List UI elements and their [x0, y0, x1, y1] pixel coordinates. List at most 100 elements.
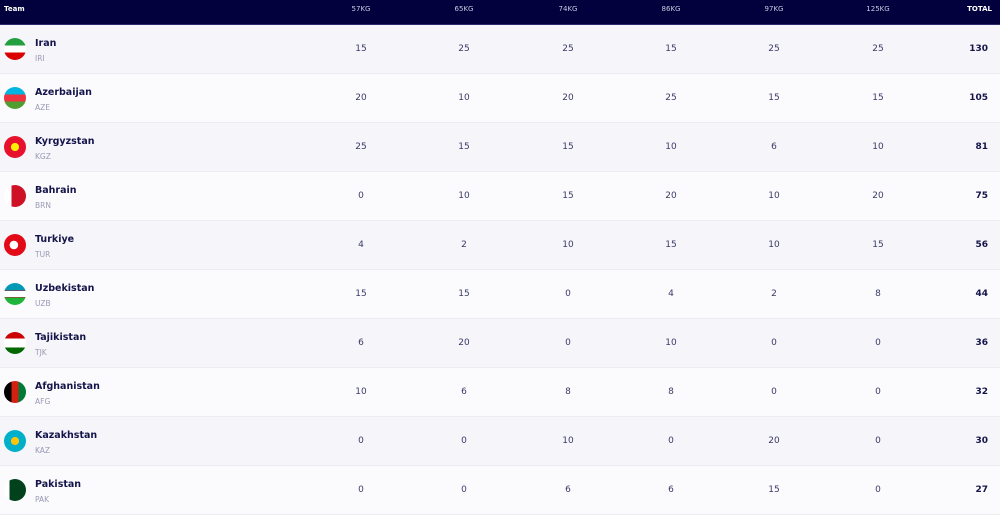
flag-icon [4, 430, 26, 452]
total-points: 75 [975, 191, 988, 201]
weight-points: 2 [461, 240, 467, 250]
weight-points: 10 [768, 191, 780, 201]
weight-points: 8 [565, 387, 571, 397]
weight-points: 20 [355, 93, 367, 103]
weight-points: 20 [768, 436, 780, 446]
total-points: 81 [975, 142, 988, 152]
weight-points: 6 [565, 485, 571, 495]
team-code: TJK [35, 348, 47, 357]
team-name[interactable]: Turkiye [35, 234, 75, 245]
weight-points: 0 [358, 436, 364, 446]
weight-points: 8 [875, 289, 881, 299]
total-points: 27 [975, 485, 988, 495]
flag-icon [4, 136, 26, 158]
weight-points: 0 [771, 338, 777, 348]
weight-points: 25 [665, 93, 677, 103]
weight-points: 6 [771, 142, 777, 152]
flag-icon [4, 332, 26, 354]
weight-points: 10 [458, 93, 470, 103]
weight-points: 10 [665, 142, 677, 152]
weight-points: 0 [668, 436, 674, 446]
weight-points: 15 [872, 240, 884, 250]
team-name[interactable]: Azerbaijan [35, 87, 92, 98]
weight-points: 0 [875, 485, 881, 495]
weight-points: 4 [668, 289, 674, 299]
weight-points: 10 [872, 142, 884, 152]
team-code: BRN [35, 201, 51, 210]
table-row[interactable]: Iran IRI 15 25 25 15 25 25 130 [0, 25, 1000, 74]
table-row[interactable]: Turkiye TUR 4 2 10 15 10 15 56 [0, 221, 1000, 270]
team-code: TUR [35, 250, 51, 259]
weight-points: 20 [562, 93, 574, 103]
table-row[interactable]: Uzbekistan UZB 15 15 0 4 2 8 44 [0, 270, 1000, 319]
total-points: 30 [975, 436, 988, 446]
weight-points: 6 [668, 485, 674, 495]
header-86kg: 86KG [661, 5, 681, 13]
table-row[interactable]: Kyrgyzstan KGZ 25 15 15 10 6 10 81 [0, 123, 1000, 172]
flag-icon [4, 234, 26, 256]
total-points: 32 [975, 387, 988, 397]
weight-points: 0 [875, 436, 881, 446]
team-code: KAZ [35, 446, 51, 455]
weight-points: 20 [872, 191, 884, 201]
weight-points: 15 [562, 142, 574, 152]
table-row[interactable]: Azerbaijan AZE 20 10 20 25 15 15 105 [0, 74, 1000, 123]
team-name[interactable]: Tajikistan [35, 332, 87, 343]
header-125kg: 125KG [866, 5, 890, 13]
weight-points: 10 [562, 436, 574, 446]
weight-points: 0 [875, 338, 881, 348]
weight-points: 15 [665, 240, 677, 250]
weight-points: 4 [358, 240, 364, 250]
team-name[interactable]: Afghanistan [35, 381, 100, 392]
team-name[interactable]: Uzbekistan [35, 283, 95, 294]
flag-icon [4, 38, 26, 60]
weight-points: 15 [458, 289, 470, 299]
weight-points: 15 [458, 142, 470, 152]
weight-points: 0 [565, 338, 571, 348]
weight-points: 0 [771, 387, 777, 397]
total-points: 56 [975, 240, 988, 250]
weight-points: 0 [358, 191, 364, 201]
table-row[interactable]: Afghanistan AFG 10 6 8 8 0 0 32 [0, 368, 1000, 417]
team-name[interactable]: Kazakhstan [35, 430, 98, 441]
weight-points: 2 [771, 289, 777, 299]
table-header: Team 57KG 65KG 74KG 86KG 97KG 125KG TOTA… [0, 0, 1000, 25]
total-points: 130 [969, 44, 988, 54]
weight-points: 6 [358, 338, 364, 348]
weight-points: 15 [355, 289, 367, 299]
team-name[interactable]: Pakistan [35, 479, 82, 490]
total-points: 105 [969, 93, 988, 103]
weight-points: 25 [872, 44, 884, 54]
table-row[interactable]: Pakistan PAK 0 0 6 6 15 0 27 [0, 466, 1000, 515]
weight-points: 0 [461, 436, 467, 446]
header-team: Team [4, 5, 25, 13]
header-97kg: 97KG [764, 5, 784, 13]
team-code: IRI [35, 54, 45, 63]
team-code: UZB [35, 299, 51, 308]
table-row[interactable]: Tajikistan TJK 6 20 0 10 0 0 36 [0, 319, 1000, 368]
weight-points: 15 [355, 44, 367, 54]
total-points: 44 [975, 289, 988, 299]
weight-points: 15 [872, 93, 884, 103]
flag-icon [4, 283, 26, 305]
table-row[interactable]: Bahrain BRN 0 10 15 20 10 20 75 [0, 172, 1000, 221]
table-body: Iran IRI 15 25 25 15 25 25 130 Azerbaijan AZE 20… [0, 25, 1000, 515]
weight-points: 20 [665, 191, 677, 201]
team-name[interactable]: Bahrain [35, 185, 77, 196]
weight-points: 25 [355, 142, 367, 152]
weight-points: 20 [458, 338, 470, 348]
team-name[interactable]: Iran [35, 38, 57, 49]
weight-points: 25 [768, 44, 780, 54]
weight-points: 10 [562, 240, 574, 250]
weight-points: 0 [875, 387, 881, 397]
team-code: PAK [35, 495, 50, 504]
header-65kg: 65KG [454, 5, 474, 13]
header-74kg: 74KG [558, 5, 578, 13]
team-name[interactable]: Kyrgyzstan [35, 136, 95, 147]
weight-points: 0 [565, 289, 571, 299]
team-code: AZE [35, 103, 51, 112]
flag-icon [4, 479, 26, 501]
weight-points: 15 [768, 485, 780, 495]
table-row[interactable]: Kazakhstan KAZ 0 0 10 0 20 0 30 [0, 417, 1000, 466]
header-total: TOTAL [967, 5, 992, 13]
